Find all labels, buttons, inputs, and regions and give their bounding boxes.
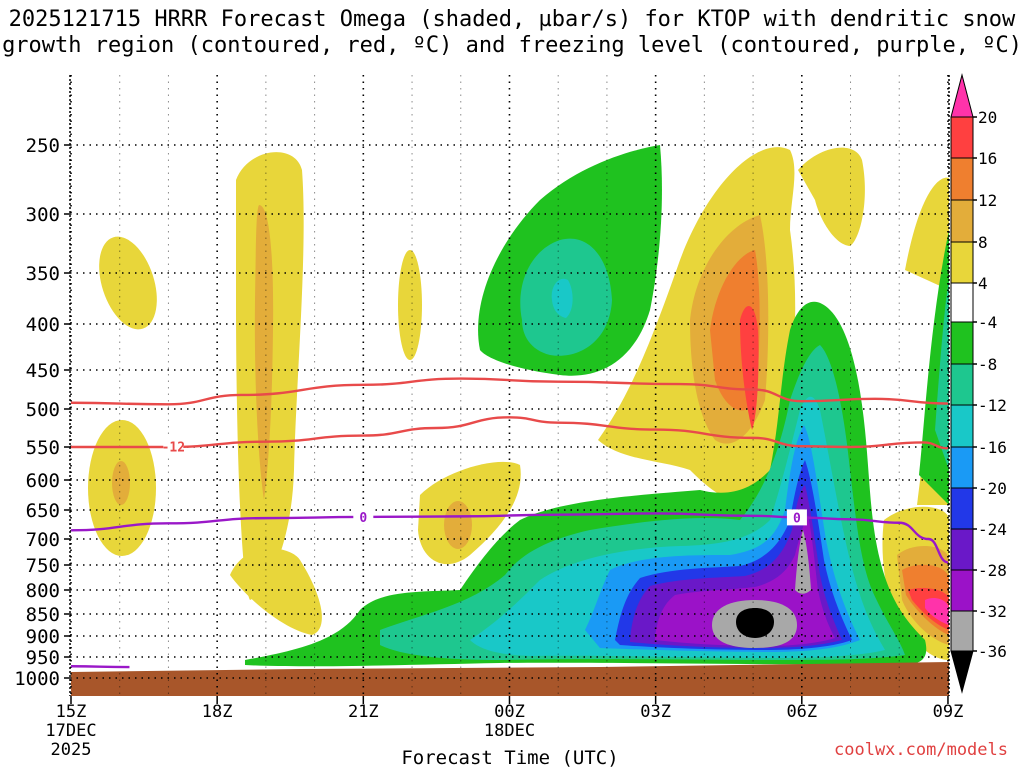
- colorbar-label--36: -36: [978, 642, 1007, 661]
- y-tick-label-1000: 1000: [14, 668, 60, 690]
- credit-link[interactable]: coolwx.com/models: [834, 740, 1008, 760]
- colorbar-swatch-5: [950, 282, 974, 323]
- colorbar-label-4: 4: [978, 274, 988, 293]
- x-tick-label: 15Z: [56, 702, 87, 722]
- omega-region-13: [740, 306, 759, 430]
- colorbar-label--24: -24: [978, 520, 1007, 539]
- x-tick-label: 09Z: [933, 702, 964, 722]
- y-tick-label-550: 550: [26, 437, 60, 459]
- colorbar: 20 16 12 8 4 -4 -8 -12 -16 -20 -24 -28 -32 -36: [950, 73, 1007, 694]
- y-tick-label-500: 500: [26, 399, 60, 421]
- colorbar-label-20: 20: [978, 108, 997, 127]
- colorbar-swatch-13: [950, 610, 974, 652]
- y-tick-label-400: 400: [26, 314, 60, 336]
- colorbar-swatch-4: [950, 241, 974, 284]
- colorbar-swatch-6: [950, 321, 974, 365]
- x-tick-label: 21Z: [348, 702, 379, 722]
- y-tick-label-650: 650: [26, 500, 60, 522]
- chart-title-line1: 2025121715 HRRR Forecast Omega (shaded, …: [8, 7, 1016, 32]
- chart-title-line2: growth region (contoured, red, ºC) and f…: [2, 33, 1022, 58]
- colorbar-swatch-2: [950, 157, 974, 201]
- contour-dgz_upper_minus18C: [70, 377, 948, 406]
- y-tick-label-450: 450: [26, 360, 60, 382]
- y-tick-label-800: 800: [26, 580, 60, 602]
- omega-region-4: [230, 548, 322, 635]
- temperature-contours: -12 0 0: [70, 377, 949, 669]
- below-ground-mask: [71, 662, 949, 696]
- x-tick-date: 18DEC: [484, 721, 535, 741]
- y-tick-label-250: 250: [26, 135, 60, 157]
- colorbar-swatch-14: [950, 650, 974, 694]
- y-tick-label-850: 850: [26, 604, 60, 626]
- omega-region-35: [736, 608, 774, 638]
- colorbar-label-12: 12: [978, 191, 997, 210]
- omega-region-34: [795, 530, 811, 594]
- omega-region-0: [99, 236, 157, 330]
- omega-region-10: [798, 147, 865, 246]
- y-tick-label-750: 750: [26, 555, 60, 577]
- contour-label-dgz_lower_minus12C: -12: [162, 441, 185, 456]
- omega-region-5: [254, 205, 274, 500]
- contour-label-bg: [786, 509, 807, 526]
- colorbar-swatch-1: [950, 116, 974, 159]
- y-tick-label-700: 700: [26, 529, 60, 551]
- x-tick-label: 03Z: [640, 702, 671, 722]
- x-tick-label: 06Z: [786, 702, 817, 722]
- contour-label-bg: [163, 438, 184, 455]
- contour-freezing_level_surface: [70, 665, 130, 669]
- colorbar-swatch-12: [950, 569, 974, 612]
- omega-region-18: [925, 598, 949, 625]
- x-tick-label: 00Z: [494, 702, 525, 722]
- y-tick-label-600: 600: [26, 470, 60, 492]
- omega-region-2: [112, 461, 130, 505]
- colorbar-swatch-11: [950, 528, 974, 571]
- colorbar-swatch-10: [950, 487, 974, 530]
- colorbar-swatch-9: [950, 446, 974, 489]
- colorbar-label--8: -8: [978, 355, 997, 374]
- colorbar-label--16: -16: [978, 438, 1007, 457]
- omega-region-25: [935, 280, 949, 470]
- omega-region-20: [905, 177, 949, 290]
- colorbar-swatch-7: [950, 363, 974, 406]
- y-tick-label-300: 300: [26, 204, 60, 226]
- colorbar-swatch-0: [950, 73, 974, 118]
- x-tick-date: 17DEC: [45, 721, 96, 741]
- omega-shading: [88, 145, 949, 667]
- colorbar-label--28: -28: [978, 561, 1007, 580]
- plot-frame: [69, 75, 950, 696]
- colorbar-label--32: -32: [978, 602, 1007, 621]
- x-tick-year: 2025: [51, 740, 92, 760]
- y-axis-pressure: 2503003504004505005506006507007508008509…: [14, 135, 70, 690]
- contour-label-freezing_level_0C: 0: [793, 511, 801, 526]
- contour-dgz_lower_minus12C: [71, 416, 948, 450]
- ground-fill: [71, 662, 949, 696]
- colorbar-label-8: 8: [978, 233, 988, 252]
- y-tick-label-350: 350: [26, 263, 60, 285]
- omega-region-23: [551, 278, 573, 318]
- contour-freezing_level_0C: [70, 512, 949, 564]
- contour-label-freezing_level_0C: 0: [359, 511, 367, 526]
- omega-region-8: [444, 501, 472, 549]
- x-tick-label: 18Z: [202, 702, 233, 722]
- contour-label-bg: [353, 508, 374, 525]
- colorbar-label--12: -12: [978, 396, 1007, 415]
- colorbar-swatch-3: [950, 199, 974, 243]
- colorbar-label--4: -4: [978, 313, 997, 332]
- colorbar-swatch-8: [950, 404, 974, 448]
- x-axis-label: Forecast Time (UTC): [401, 747, 618, 768]
- y-tick-label-900: 900: [26, 626, 60, 648]
- colorbar-label--20: -20: [978, 479, 1007, 498]
- y-tick-label-950: 950: [26, 647, 60, 669]
- omega-region-6: [398, 250, 422, 360]
- colorbar-label-16: 16: [978, 149, 997, 168]
